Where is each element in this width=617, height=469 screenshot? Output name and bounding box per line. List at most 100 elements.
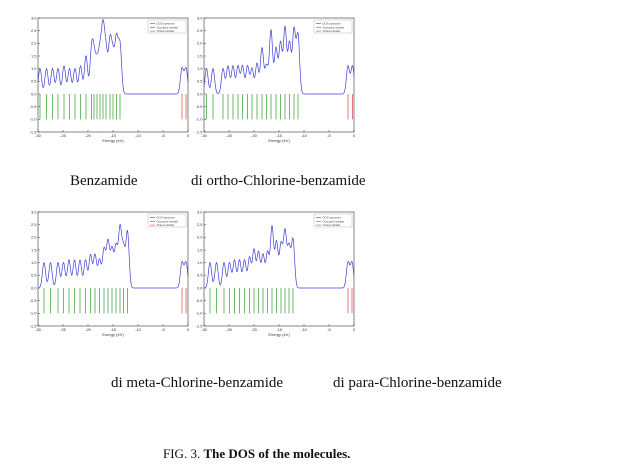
y-tick-label: -0.5 — [30, 298, 38, 303]
legend-entry: Occupied orbitals — [157, 25, 179, 29]
legend-entry: Occupied orbitals — [157, 219, 179, 223]
y-tick-label: 0.5 — [197, 79, 203, 84]
y-tick-label: 0.5 — [197, 273, 203, 278]
y-tick-label: 2.0 — [31, 235, 37, 240]
legend-entry: Occupied orbitals — [323, 219, 345, 223]
dos-chart-para: 3.0 2.5 2.0 1.5 1.0 0.5 0.0 -0.5 -1.0 -1.5 -30 -25 -… — [192, 208, 364, 346]
y-tick-label: -0.5 — [196, 298, 204, 303]
x-axis-label: Energy (eV) — [268, 332, 290, 337]
y-tick-label: 2.5 — [197, 28, 203, 33]
legend-entry: Virtual orbitals — [323, 29, 341, 33]
dos-chart-ortho: 3.0 2.5 2.0 1.5 1.0 0.5 0.0 -0.5 -1.0 -1.5 -30 -25 -… — [192, 14, 364, 152]
y-tick-label: 1.0 — [197, 66, 203, 71]
x-tick-label: 0 — [353, 327, 356, 332]
x-tick-label: 0 — [353, 133, 356, 138]
y-tick-label: -1.5 — [196, 129, 204, 134]
x-tick-label: -30 — [35, 133, 42, 138]
x-tick-label: -10 — [301, 133, 308, 138]
y-tick-label: 0.5 — [31, 79, 37, 84]
dos-spectrum-line — [37, 224, 189, 289]
y-tick-label: 1.0 — [197, 260, 203, 265]
y-tick-label: -1.5 — [196, 323, 204, 328]
legend-entry: DOS spectrum — [157, 216, 176, 220]
y-tick-label: 1.0 — [31, 66, 37, 71]
figure-label: FIG. 3. — [163, 446, 201, 461]
x-axis-label: Energy (eV) — [102, 332, 124, 337]
x-tick-label: 0 — [187, 133, 190, 138]
x-tick-label: -5 — [161, 327, 165, 332]
x-tick-label: -10 — [135, 327, 142, 332]
dos-chart-meta-svg: 3.0 2.5 2.0 1.5 1.0 0.5 0.0 -0.5 -1.0 -1.5-30 -25 -… — [30, 209, 190, 337]
x-tick-label: -20 — [85, 327, 92, 332]
caption-meta: di meta-Chlorine-benzamide — [111, 375, 284, 391]
dos-spectrum-line — [203, 224, 355, 289]
y-tick-label: 0.0 — [31, 285, 37, 290]
caption-ortho: di ortho-Chlorine-benzamide — [191, 173, 366, 189]
plot-frame — [37, 211, 189, 327]
y-tick-label: 3.0 — [31, 15, 37, 20]
y-tick-label: 2.0 — [197, 235, 203, 240]
y-tick-label: 1.0 — [31, 260, 37, 265]
dos-spectrum-line — [203, 25, 355, 95]
y-tick-label: -1.0 — [196, 311, 204, 316]
y-tick-label: 2.5 — [197, 222, 203, 227]
y-tick-label: 0.5 — [31, 273, 37, 278]
y-tick-label: -1.5 — [30, 129, 38, 134]
x-axis-label: Energy (eV) — [102, 138, 124, 143]
dos-chart-meta: 3.0 2.5 2.0 1.5 1.0 0.5 0.0 -0.5 -1.0 -1.5 -30 -25 -… — [26, 208, 198, 346]
dos-chart-ortho-svg: 3.0 2.5 2.0 1.5 1.0 0.5 0.0 -0.5 -1.0 -1.5-30 -25 -… — [196, 15, 356, 143]
x-tick-label: -25 — [60, 133, 67, 138]
x-tick-label: -25 — [226, 327, 233, 332]
y-tick-label: 3.0 — [197, 209, 203, 214]
y-tick-label: 2.0 — [197, 41, 203, 46]
legend-entry: Virtual orbitals — [323, 223, 341, 227]
x-tick-label: 0 — [187, 327, 190, 332]
y-tick-label: 3.0 — [197, 15, 203, 20]
x-tick-label: -25 — [60, 327, 67, 332]
x-tick-label: -20 — [251, 133, 258, 138]
legend-entry: DOS spectrum — [157, 22, 176, 26]
x-tick-label: -5 — [327, 327, 331, 332]
x-tick-label: -15 — [276, 327, 283, 332]
x-axis-label: Energy (eV) — [268, 138, 290, 143]
legend-box — [147, 19, 187, 34]
x-tick-label: -20 — [251, 327, 258, 332]
legend-entry: DOS spectrum — [323, 216, 342, 220]
plot-frame — [203, 211, 355, 327]
y-tick-label: 1.5 — [197, 53, 203, 58]
x-tick-label: -30 — [201, 327, 208, 332]
x-tick-label: -10 — [135, 133, 142, 138]
legend-box — [313, 213, 353, 228]
y-tick-label: -0.5 — [196, 104, 204, 109]
dos-spectrum-line — [37, 19, 189, 95]
x-tick-label: -5 — [161, 133, 165, 138]
y-tick-label: 3.0 — [31, 209, 37, 214]
legend-entry: Virtual orbitals — [157, 223, 175, 227]
caption-para: di para-Chlorine-benzamide — [333, 375, 502, 391]
dos-chart-para-svg: 3.0 2.5 2.0 1.5 1.0 0.5 0.0 -0.5 -1.0 -1.5-30 -25 -… — [196, 209, 356, 337]
y-tick-label: 1.5 — [31, 53, 37, 58]
y-tick-label: 0.0 — [31, 91, 37, 96]
x-tick-label: -25 — [226, 133, 233, 138]
x-tick-label: -30 — [35, 327, 42, 332]
y-tick-label: -1.5 — [30, 323, 38, 328]
y-tick-label: 2.5 — [31, 28, 37, 33]
x-tick-label: -15 — [276, 133, 283, 138]
legend-entry: Occupied orbitals — [323, 25, 345, 29]
caption-benzamide: Benzamide — [70, 173, 138, 189]
dos-chart-benzamide: 3.0 2.5 2.0 1.5 1.0 0.5 0.0 -0.5 -1.0 -1.5 -30 -25 -… — [26, 14, 198, 152]
y-tick-label: -1.0 — [30, 311, 38, 316]
y-tick-label: 2.0 — [31, 41, 37, 46]
y-tick-label: -0.5 — [30, 104, 38, 109]
figure-title: The DOS of the molecules. — [203, 446, 351, 461]
dos-chart-benzamide-svg: 3.0 2.5 2.0 1.5 1.0 0.5 0.0 -0.5 -1.0 -1.5-30 -25 -… — [30, 15, 190, 143]
y-tick-label: 1.5 — [197, 247, 203, 252]
figure-caption: FIG. 3. The DOS of the molecules. — [163, 446, 350, 462]
legend-box — [313, 19, 353, 34]
legend-entry: Virtual orbitals — [157, 29, 175, 33]
y-tick-label: 2.5 — [31, 222, 37, 227]
